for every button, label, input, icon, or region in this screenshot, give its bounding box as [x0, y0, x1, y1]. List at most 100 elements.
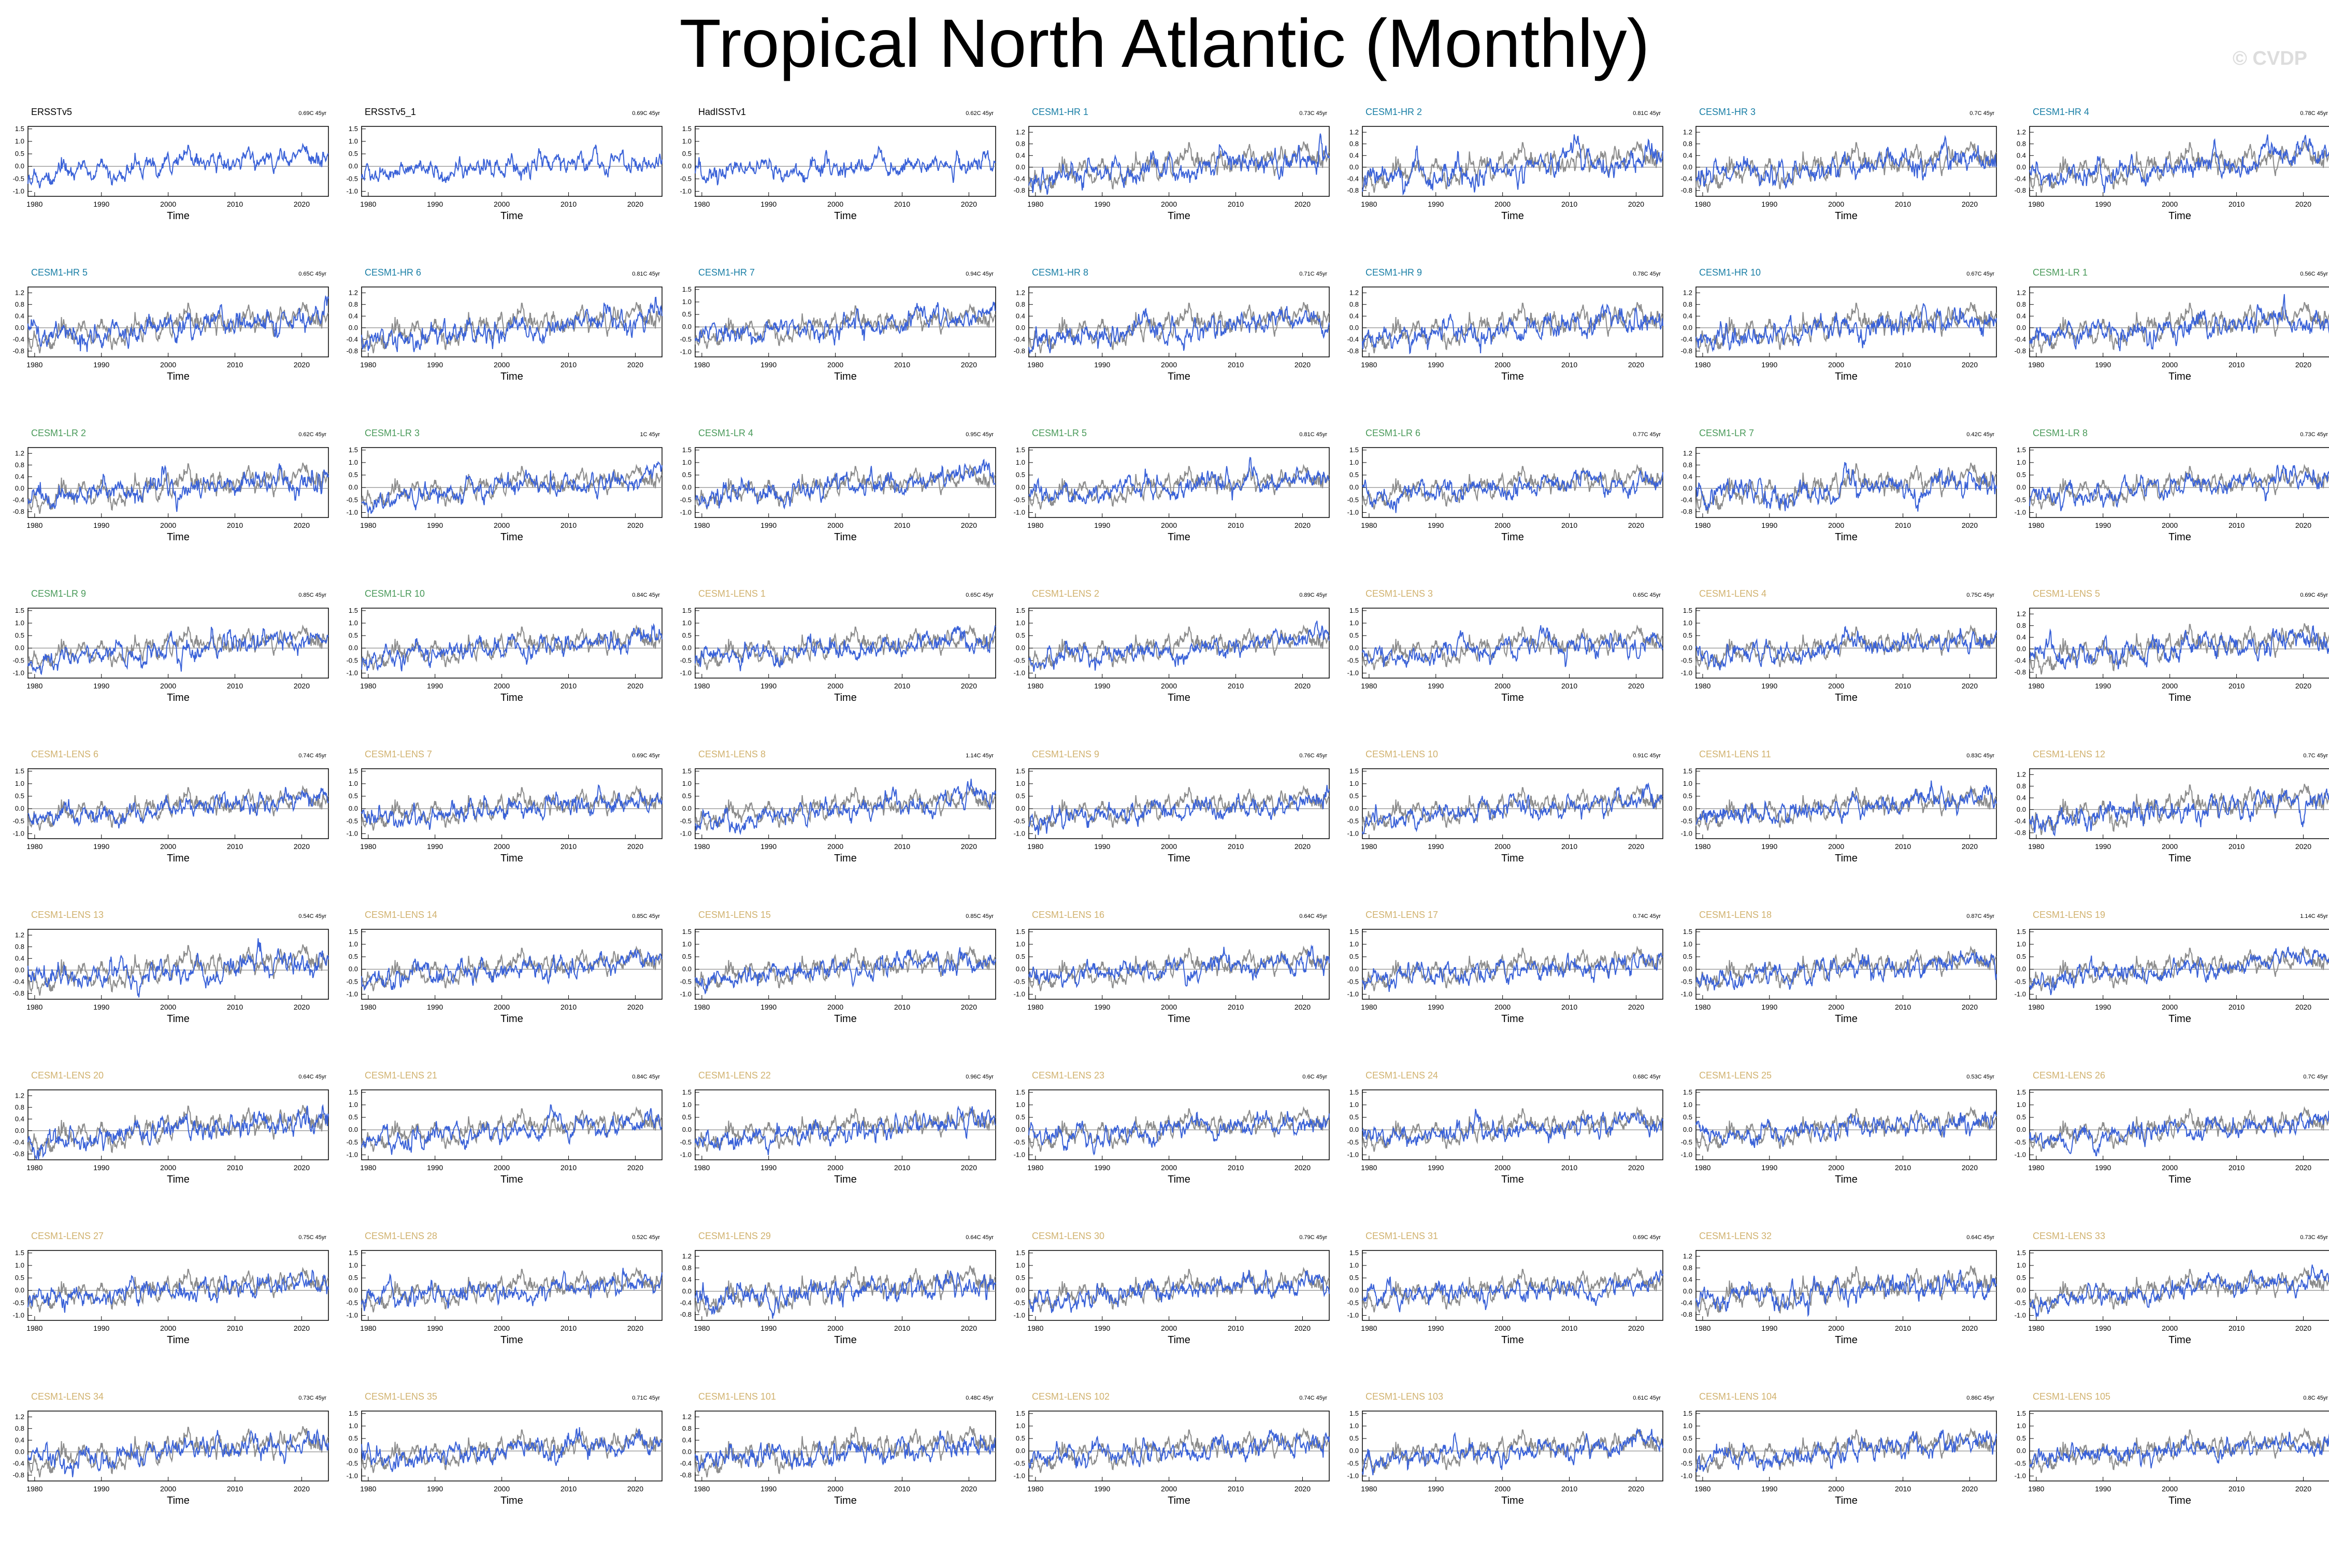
x-axis-label: Time — [1501, 853, 1524, 864]
y-tick-label: 0.0 — [2017, 163, 2026, 171]
y-tick-label: 1.5 — [1016, 1409, 1025, 1417]
panel-title: CESM1-HR 9 — [1365, 267, 1422, 278]
panel-frame — [695, 286, 996, 357]
x-tick-label: 1990 — [427, 1163, 443, 1172]
y-tick-label: 0.5 — [1349, 792, 1359, 800]
observed-series-line — [361, 1106, 663, 1152]
y-tick-label: -1.0 — [347, 990, 358, 998]
x-tick-label: 2020 — [1962, 682, 1978, 690]
y-tick-label: 0.5 — [1683, 1113, 1692, 1121]
x-axis-label: Time — [1168, 210, 1190, 222]
panel-trend-label: 0.75C 45yr — [1966, 592, 1994, 598]
panel-trend-label: 0.71C 45yr — [632, 1395, 660, 1401]
y-tick-label: 1.2 — [1683, 128, 1692, 136]
x-axis-label: Time — [1501, 210, 1524, 222]
x-tick-label: 2010 — [1561, 1485, 1577, 1493]
x-tick-label: 1990 — [93, 1003, 109, 1011]
x-tick-label: 2020 — [2295, 682, 2311, 690]
panel-frame — [2029, 126, 2329, 197]
x-tick-label: 2010 — [2229, 361, 2245, 369]
x-tick-label: 2010 — [560, 1163, 577, 1172]
x-tick-label: 2000 — [827, 200, 843, 208]
panel-frame — [27, 286, 329, 357]
y-tick-label: -0.5 — [1681, 656, 1692, 664]
x-tick-label: 1990 — [760, 521, 777, 529]
y-tick-label: 1.0 — [1016, 458, 1025, 466]
x-tick-label: 2010 — [227, 1163, 243, 1172]
x-tick-label: 2000 — [1161, 1324, 1177, 1332]
member-series-line — [361, 948, 663, 991]
member-series-line — [27, 626, 329, 675]
x-tick-label: 2010 — [1228, 200, 1244, 208]
x-tick-label: 1990 — [93, 682, 109, 690]
y-tick-label: 0.8 — [15, 1425, 24, 1432]
y-tick-label: 0.8 — [2017, 622, 2026, 629]
x-axis-label: Time — [167, 1495, 190, 1506]
y-tick-label: 0.5 — [349, 953, 358, 960]
y-tick-label: 1.5 — [1683, 928, 1692, 936]
y-tick-label: 0.0 — [349, 162, 358, 170]
x-tick-label: 2010 — [560, 361, 577, 369]
member-series-line — [1695, 135, 1997, 189]
x-tick-label: 2020 — [961, 1485, 977, 1493]
y-tick-label: -0.4 — [680, 1459, 692, 1467]
x-tick-label: 1990 — [1761, 682, 1777, 690]
y-tick-label: 0.4 — [1683, 472, 1692, 480]
x-tick-label: 1980 — [1694, 361, 1710, 369]
y-tick-label: 0.4 — [15, 312, 24, 320]
panel-title: CESM1-LR 2 — [31, 428, 86, 438]
panel-title: CESM1-LR 10 — [365, 588, 425, 599]
member-series-line — [2029, 788, 2329, 837]
x-tick-label: 1980 — [26, 1485, 42, 1493]
chart-panel: CESM1-LENS 29 0.64C 45yr 1.2 0.8 0.4 0.0 -0.4 -… — [680, 1231, 996, 1346]
y-tick-label: 0.5 — [1016, 792, 1025, 800]
chart-panel: CESM1-LENS 6 0.74C 45yr 1.5 1.0 0.5 0.0 -0.5 -1… — [13, 749, 329, 864]
x-tick-label: 1980 — [26, 682, 42, 690]
panel-trend-label: 0.84C 45yr — [632, 592, 660, 598]
observed-series-line — [2029, 141, 2329, 193]
y-tick-label: -0.5 — [680, 977, 692, 985]
y-tick-label: -1.0 — [1014, 669, 1025, 677]
panel-trend-label: 0.78C 45yr — [1633, 271, 1661, 277]
x-tick-label: 1990 — [427, 361, 443, 369]
y-tick-label: -1.0 — [13, 187, 24, 195]
member-series-line — [361, 296, 663, 352]
panel-title: CESM1-LENS 13 — [31, 910, 104, 920]
chart-panel: CESM1-LENS 7 0.69C 45yr 1.5 1.0 0.5 0.0 -0.5 -1… — [347, 749, 663, 864]
x-tick-label: 2010 — [1895, 1003, 1911, 1011]
x-tick-label: 2010 — [894, 1324, 910, 1332]
observed-series-line — [1028, 1267, 1330, 1313]
x-tick-label: 2010 — [1561, 1003, 1577, 1011]
x-tick-label: 2010 — [560, 1485, 577, 1493]
y-tick-label: 0.0 — [349, 324, 358, 332]
x-tick-label: 2020 — [2295, 200, 2311, 208]
y-tick-label: 1.5 — [1349, 928, 1359, 936]
x-tick-label: 2000 — [160, 361, 176, 369]
y-tick-label: -0.5 — [347, 175, 358, 182]
panel-title: ERSSTv5_1 — [365, 107, 416, 118]
y-tick-label: 0.5 — [349, 631, 358, 639]
x-tick-label: 1980 — [1694, 1003, 1710, 1011]
y-tick-label: 0.5 — [349, 1274, 358, 1282]
x-tick-label: 1990 — [1761, 361, 1777, 369]
x-tick-label: 2020 — [2295, 361, 2311, 369]
x-axis-label: Time — [2168, 210, 2191, 222]
x-tick-label: 2020 — [1628, 682, 1644, 690]
y-tick-label: -1.0 — [1347, 1150, 1359, 1158]
x-tick-label: 1980 — [1361, 1003, 1377, 1011]
y-tick-label: 0.0 — [15, 162, 24, 170]
y-tick-label: 1.5 — [1349, 1409, 1359, 1417]
y-tick-label: 0.5 — [1349, 471, 1359, 479]
y-tick-label: 0.0 — [1683, 1126, 1692, 1133]
panel-trend-label: 0.42C 45yr — [1966, 431, 1994, 438]
panel-trend-label: 0.85C 45yr — [298, 592, 326, 598]
x-tick-label: 2010 — [1895, 200, 1911, 208]
x-tick-label: 2020 — [1295, 521, 1311, 529]
y-tick-label: 0.0 — [15, 1286, 24, 1294]
x-tick-label: 1990 — [1094, 842, 1110, 851]
panel-trend-label: 0.84C 45yr — [632, 1074, 660, 1080]
x-tick-label: 1980 — [694, 200, 710, 208]
member-series-line — [2029, 625, 2329, 670]
x-axis-label: Time — [1501, 1174, 1524, 1185]
y-tick-label: 0.0 — [349, 1286, 358, 1294]
